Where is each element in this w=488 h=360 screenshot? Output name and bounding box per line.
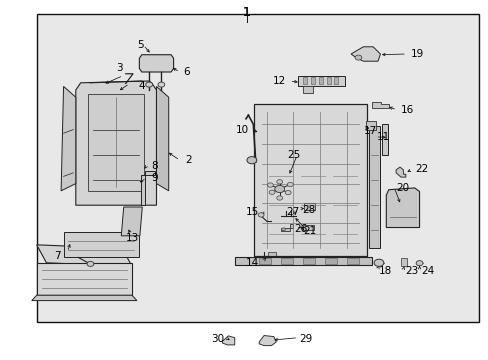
Text: 13: 13 xyxy=(125,233,139,243)
Text: 1: 1 xyxy=(243,6,250,19)
Text: 11: 11 xyxy=(376,132,389,142)
Polygon shape xyxy=(400,258,406,266)
Polygon shape xyxy=(395,167,405,177)
Circle shape xyxy=(281,228,285,231)
Circle shape xyxy=(285,190,290,195)
Circle shape xyxy=(373,259,383,266)
Polygon shape xyxy=(121,207,142,236)
Polygon shape xyxy=(76,81,156,205)
Polygon shape xyxy=(303,86,312,93)
Text: 30: 30 xyxy=(210,334,224,344)
Polygon shape xyxy=(267,252,276,256)
Text: 23: 23 xyxy=(404,266,417,276)
Polygon shape xyxy=(234,257,371,265)
Circle shape xyxy=(145,82,152,87)
Polygon shape xyxy=(61,86,76,191)
Polygon shape xyxy=(32,295,137,301)
Polygon shape xyxy=(303,225,313,230)
Text: 18: 18 xyxy=(378,266,391,276)
Polygon shape xyxy=(325,258,337,264)
Text: 6: 6 xyxy=(183,67,190,77)
Circle shape xyxy=(276,180,282,184)
Text: 17: 17 xyxy=(364,126,377,136)
Polygon shape xyxy=(222,336,234,345)
Text: 4: 4 xyxy=(138,81,145,91)
Text: 15: 15 xyxy=(245,207,259,217)
Polygon shape xyxy=(346,258,359,264)
Text: 29: 29 xyxy=(299,334,312,344)
Polygon shape xyxy=(334,77,338,84)
Polygon shape xyxy=(298,76,344,86)
Polygon shape xyxy=(281,258,293,264)
Text: 22: 22 xyxy=(415,164,428,174)
Text: 2: 2 xyxy=(184,155,191,165)
Polygon shape xyxy=(382,124,387,155)
Polygon shape xyxy=(371,102,388,108)
Circle shape xyxy=(267,183,273,187)
Polygon shape xyxy=(88,94,144,191)
Polygon shape xyxy=(37,263,132,295)
Text: 19: 19 xyxy=(410,49,423,59)
Text: 1: 1 xyxy=(243,6,250,19)
Circle shape xyxy=(287,183,293,187)
Text: 5: 5 xyxy=(137,40,144,50)
Circle shape xyxy=(276,196,282,200)
Polygon shape xyxy=(350,47,380,61)
Circle shape xyxy=(274,185,284,193)
Polygon shape xyxy=(326,77,330,84)
Polygon shape xyxy=(368,126,379,248)
Polygon shape xyxy=(63,232,139,257)
Text: 12: 12 xyxy=(272,76,285,86)
Polygon shape xyxy=(386,188,419,228)
Polygon shape xyxy=(139,55,173,72)
Text: 28: 28 xyxy=(302,204,315,215)
Text: 16: 16 xyxy=(400,105,413,115)
Text: 27: 27 xyxy=(285,207,299,217)
Polygon shape xyxy=(365,121,375,130)
Text: 24: 24 xyxy=(421,266,434,276)
Circle shape xyxy=(87,261,94,266)
Polygon shape xyxy=(259,336,276,346)
Polygon shape xyxy=(156,86,168,191)
Circle shape xyxy=(415,261,422,266)
Bar xyxy=(37,14,478,322)
Polygon shape xyxy=(304,203,314,210)
Polygon shape xyxy=(281,224,293,231)
Text: 7: 7 xyxy=(54,251,61,261)
Text: 9: 9 xyxy=(151,173,158,183)
Circle shape xyxy=(354,55,361,60)
Text: 20: 20 xyxy=(395,183,408,193)
Circle shape xyxy=(258,213,264,217)
Polygon shape xyxy=(310,77,314,84)
Text: 26: 26 xyxy=(294,224,307,234)
Polygon shape xyxy=(141,171,154,205)
Text: 8: 8 xyxy=(151,161,158,171)
Polygon shape xyxy=(37,245,132,266)
Polygon shape xyxy=(303,258,315,264)
Text: 3: 3 xyxy=(116,63,123,73)
Polygon shape xyxy=(254,104,366,256)
Text: 25: 25 xyxy=(286,150,300,160)
Circle shape xyxy=(158,82,164,87)
Polygon shape xyxy=(318,77,322,84)
Polygon shape xyxy=(259,258,271,264)
Polygon shape xyxy=(303,77,306,84)
Text: 21: 21 xyxy=(303,226,316,236)
Circle shape xyxy=(246,157,256,164)
Text: 14: 14 xyxy=(245,258,259,268)
Text: 10: 10 xyxy=(236,125,249,135)
Circle shape xyxy=(268,190,274,194)
